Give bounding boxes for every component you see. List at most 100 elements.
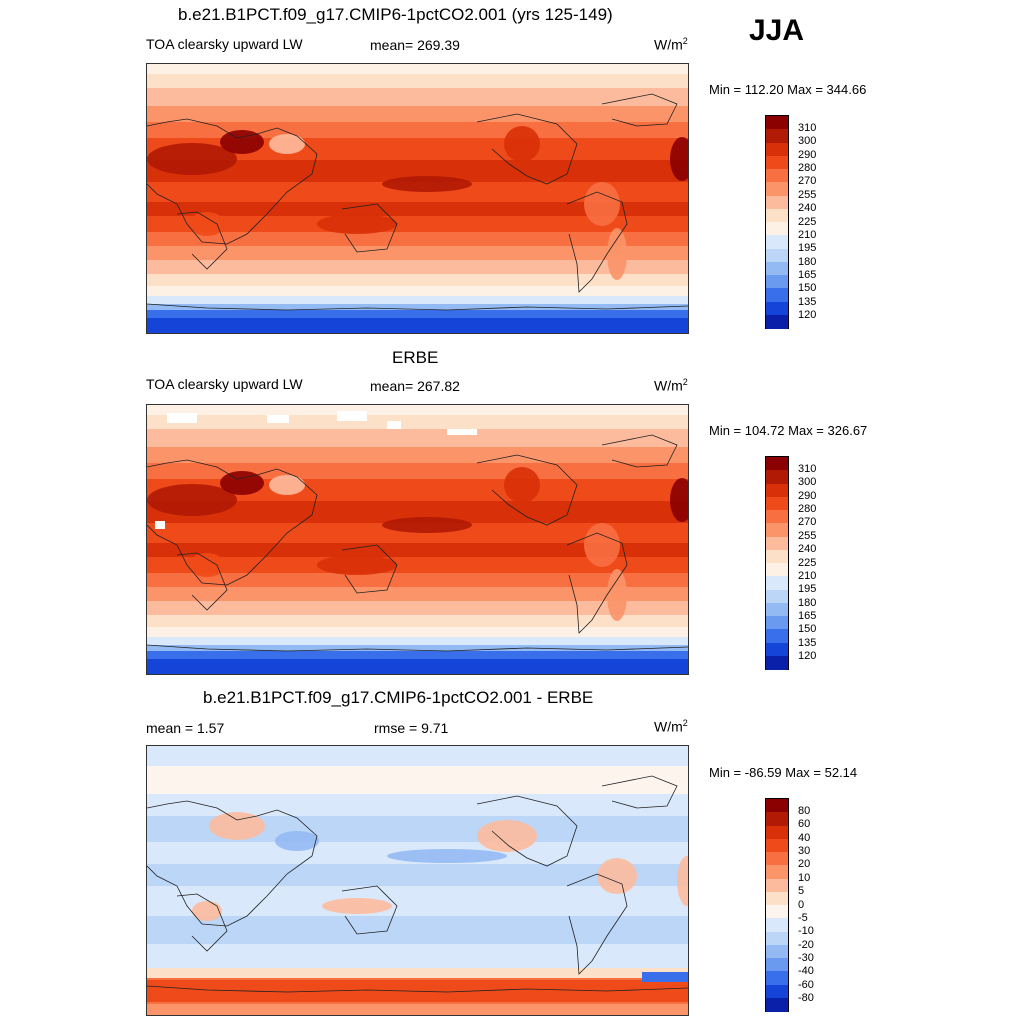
field-band xyxy=(147,122,688,138)
coastline xyxy=(601,93,678,127)
panel2-variable-label: TOA clearsky upward LW xyxy=(146,376,303,392)
colorbar-tick-label: 210 xyxy=(798,228,817,241)
field-anomaly xyxy=(269,475,305,495)
colorbar-tick-label: 165 xyxy=(798,610,817,622)
field-band xyxy=(147,543,688,557)
colorbar-cell xyxy=(766,288,788,302)
colorbar-cell xyxy=(766,470,788,484)
colorbar-cell xyxy=(766,812,788,826)
colorbar-tick-label: -60 xyxy=(798,978,814,991)
colorbar-cell xyxy=(766,523,788,537)
colorbar-tick-label: 240 xyxy=(798,202,817,215)
colorbar-tick-label: 80 xyxy=(798,804,811,817)
coastline xyxy=(147,459,318,586)
colorbar-tick-label: 165 xyxy=(798,269,817,281)
field-band xyxy=(147,246,688,260)
field-anomaly xyxy=(382,176,472,192)
colorbar-tick-label: 195 xyxy=(798,583,817,596)
field-band xyxy=(147,886,688,916)
colorbar-tick-label: 300 xyxy=(798,476,817,489)
colorbar-cell xyxy=(766,235,788,249)
coastline xyxy=(566,532,628,634)
field-band xyxy=(147,557,688,573)
panel2-minmax: Min = 104.72 Max = 326.67 xyxy=(709,423,868,438)
colorbar-cell xyxy=(766,825,788,840)
field-band xyxy=(147,794,688,816)
panel1-map xyxy=(146,63,689,334)
field-anomaly xyxy=(670,478,688,522)
panel2-unit-label: W/m2 xyxy=(654,377,688,394)
colorbar-cell xyxy=(766,852,788,866)
panel1-title: b.e21.B1PCT.f09_g17.CMIP6-1pctCO2.001 (y… xyxy=(178,5,613,24)
panel3-unit-label: W/m2 xyxy=(654,718,688,735)
coastline xyxy=(476,795,578,867)
colorbar-tick-label: 150 xyxy=(798,282,817,295)
colorbar-tick-label: 310 xyxy=(798,121,817,134)
colorbar-cell xyxy=(766,958,788,972)
field-band xyxy=(147,304,688,310)
colorbar-tick-label: 5 xyxy=(798,885,805,898)
colorbar-tick-label: 240 xyxy=(798,543,817,556)
colorbar-cell xyxy=(766,169,788,183)
field-anomaly xyxy=(597,858,637,894)
colorbar-tick-label: -20 xyxy=(798,938,814,951)
field-band xyxy=(147,202,688,216)
season-label: JJA xyxy=(749,14,805,47)
missing-data xyxy=(267,415,289,423)
field-anomaly xyxy=(670,137,688,181)
field-anomaly xyxy=(275,831,319,851)
field-anomaly xyxy=(584,523,620,567)
panel3-colorbar xyxy=(765,798,789,1012)
field-anomaly xyxy=(642,972,688,982)
coastline xyxy=(147,985,688,993)
field-band xyxy=(147,1004,688,1015)
colorbar-tick-label: 290 xyxy=(798,489,817,502)
panel3-minmax: Min = -86.59 Max = 52.14 xyxy=(709,765,858,780)
field-band xyxy=(147,274,688,286)
colorbar-cell xyxy=(766,301,788,316)
field-anomaly xyxy=(209,812,265,840)
colorbar-cell xyxy=(766,142,788,157)
field-band xyxy=(147,746,688,766)
field-band xyxy=(147,429,688,447)
field-band xyxy=(147,615,688,627)
field-anomaly xyxy=(147,484,237,516)
colorbar-cell xyxy=(766,616,788,630)
colorbar-tick-label: 120 xyxy=(798,650,817,663)
colorbar-cell xyxy=(766,629,788,643)
colorbar-cell xyxy=(766,563,788,577)
colorbar-tick-label: 20 xyxy=(798,858,811,871)
field-anomaly xyxy=(387,849,507,863)
colorbar-tick-label: -5 xyxy=(798,911,808,924)
field-anomaly xyxy=(322,898,392,914)
field-anomaly xyxy=(382,517,472,533)
field-anomaly xyxy=(607,228,627,280)
field-anomaly xyxy=(677,856,688,906)
colorbar-cell xyxy=(766,496,788,511)
coastline xyxy=(566,191,628,293)
coastline xyxy=(341,544,398,594)
colorbar-tick-label: 270 xyxy=(798,175,817,188)
coastline xyxy=(476,113,578,185)
field-anomaly xyxy=(607,569,627,621)
missing-data xyxy=(155,521,165,529)
missing-data xyxy=(447,429,477,435)
colorbar-tick-label: 255 xyxy=(798,529,817,542)
colorbar-cell xyxy=(766,457,788,471)
colorbar-cell xyxy=(766,129,788,143)
panel1-minmax: Min = 112.20 Max = 344.66 xyxy=(709,82,867,97)
field-anomaly xyxy=(584,182,620,226)
colorbar-cell xyxy=(766,642,788,657)
coastline xyxy=(176,893,228,952)
panel2-map xyxy=(146,404,689,675)
colorbar-cell xyxy=(766,944,788,959)
colorbar-cell xyxy=(766,314,788,329)
colorbar-tick-label: 280 xyxy=(798,503,817,515)
colorbar-tick-label: 255 xyxy=(798,188,817,201)
field-band xyxy=(147,573,688,587)
colorbar-cell xyxy=(766,655,788,670)
field-band xyxy=(147,160,688,182)
colorbar-cell xyxy=(766,799,788,813)
coastline xyxy=(476,454,578,526)
colorbar-tick-label: 225 xyxy=(798,556,817,569)
